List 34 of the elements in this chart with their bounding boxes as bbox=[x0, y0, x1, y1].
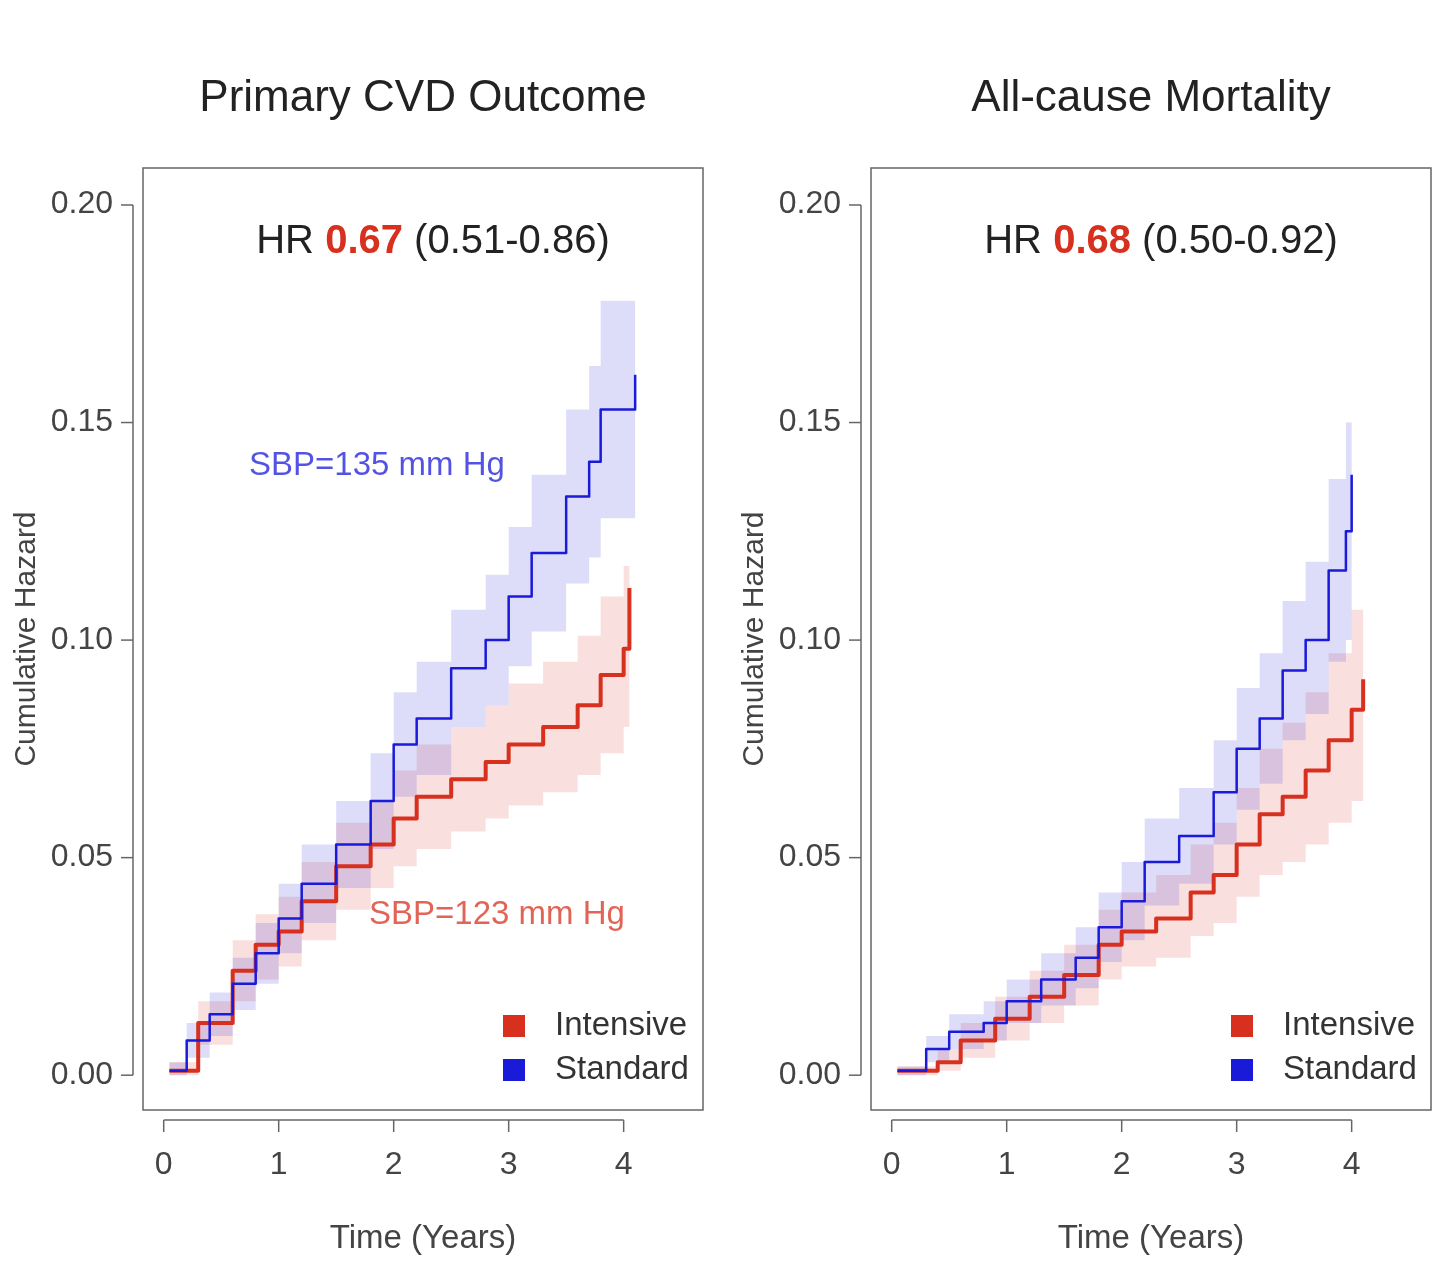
legend-label: Intensive bbox=[1283, 1004, 1416, 1042]
annotation: SBP=123 mm Hg bbox=[369, 893, 625, 931]
x-tick-label: 4 bbox=[1342, 1145, 1361, 1181]
y-axis-title: Cumulative Hazard bbox=[8, 511, 41, 767]
annotation: SBP=135 mm Hg bbox=[249, 444, 505, 482]
y-tick-label: 0.15 bbox=[50, 401, 113, 438]
y-tick-label: 0.05 bbox=[50, 837, 113, 874]
y-tick-label: 0.10 bbox=[778, 619, 841, 656]
x-tick-label: 2 bbox=[384, 1145, 403, 1181]
x-tick-label: 1 bbox=[269, 1145, 288, 1181]
chart-title: All-cause Mortality bbox=[971, 71, 1331, 120]
y-tick-label: 0.00 bbox=[778, 1054, 841, 1091]
annotation: HR 0.68 (0.50-0.92) bbox=[984, 217, 1338, 261]
x-tick-label: 0 bbox=[882, 1145, 901, 1181]
legend-label: Intensive bbox=[555, 1004, 688, 1042]
annotation: HR 0.67 (0.51-0.86) bbox=[256, 217, 610, 261]
y-tick-label: 0.05 bbox=[778, 837, 841, 874]
legend-label: Standard bbox=[555, 1048, 689, 1086]
x-tick-label: 2 bbox=[1112, 1145, 1131, 1181]
y-tick-label: 0.20 bbox=[50, 184, 113, 221]
y-tick-label: 0.00 bbox=[50, 1054, 113, 1091]
x-tick-label: 0 bbox=[154, 1145, 173, 1181]
x-tick-label: 3 bbox=[499, 1145, 518, 1181]
x-axis-title: Time (Years) bbox=[329, 1218, 517, 1255]
y-tick-label: 0.15 bbox=[778, 401, 841, 438]
x-axis-title: Time (Years) bbox=[1057, 1218, 1245, 1255]
x-tick-label: 4 bbox=[614, 1145, 633, 1181]
y-tick-label: 0.20 bbox=[778, 184, 841, 221]
y-tick-label: 0.10 bbox=[50, 619, 113, 656]
x-tick-label: 1 bbox=[997, 1145, 1016, 1181]
y-axis-title: Cumulative Hazard bbox=[736, 511, 769, 767]
x-tick-label: 3 bbox=[1227, 1145, 1246, 1181]
legend-label: Standard bbox=[1283, 1048, 1417, 1086]
chart-title: Primary CVD Outcome bbox=[199, 71, 647, 120]
